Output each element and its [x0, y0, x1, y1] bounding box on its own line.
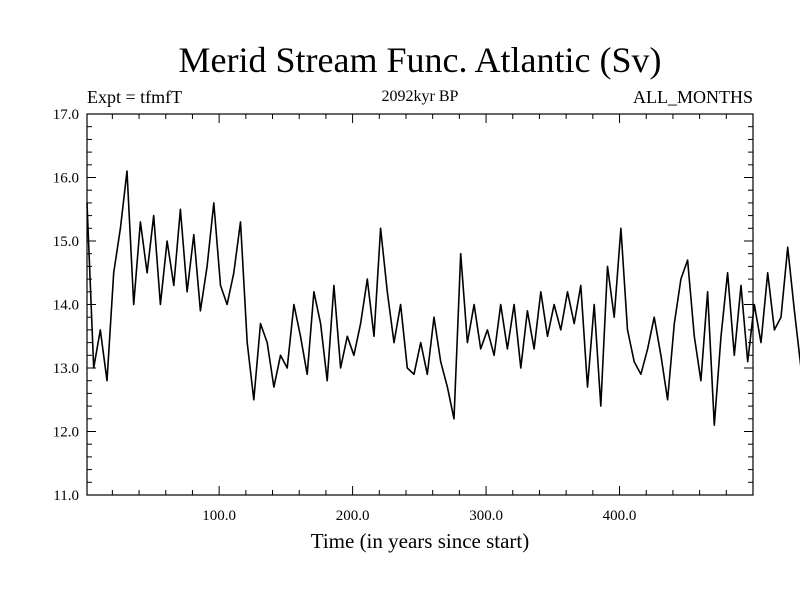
- y-axis: 11.0 12.0 13.0 14.0 15.0 16.0 17.0: [53, 107, 753, 504]
- y-tick-label: 16.0: [53, 171, 79, 187]
- plot-frame: [86, 113, 754, 496]
- x-tick-label: 300.0: [469, 508, 503, 524]
- series-line: [86, 170, 800, 427]
- y-tick-label: 14.0: [53, 298, 79, 314]
- plot-area: 11.0 12.0 13.0 14.0 15.0 16.0 17.0 100.0 200.0 3…: [53, 107, 800, 524]
- y-tick-label: 13.0: [53, 361, 79, 377]
- y-tick-label: 11.0: [53, 488, 79, 504]
- x-axis-label: Time (in years since start): [311, 529, 530, 553]
- chart-title: Merid Stream Func. Atlantic (Sv): [179, 40, 662, 80]
- x-tick-label: 400.0: [603, 508, 637, 524]
- y-tick-label: 12.0: [53, 425, 79, 441]
- experiment-label: Expt = tfmfT: [87, 87, 182, 107]
- y-tick-label: 15.0: [53, 234, 79, 250]
- x-tick-label: 100.0: [202, 508, 236, 524]
- x-tick-label: 200.0: [336, 508, 370, 524]
- months-label: ALL_MONTHS: [633, 87, 753, 107]
- y-tick-label: 17.0: [53, 107, 79, 123]
- period-label: 2092kyr BP: [382, 88, 459, 105]
- x-axis: 100.0 200.0 300.0 400.0: [111, 114, 754, 524]
